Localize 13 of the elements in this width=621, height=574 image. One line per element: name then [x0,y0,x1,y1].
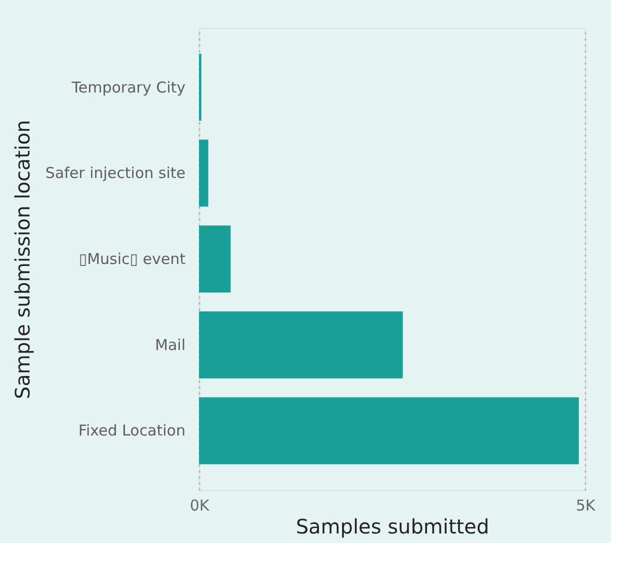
bar [199,397,579,464]
y-tick-label: Fixed Location [78,422,186,440]
x-tick-label: 5K [576,496,596,514]
bar [199,311,403,378]
bar [199,226,231,292]
x-tick-label: 0K [190,496,210,514]
y-axis-title: Sample submission location [10,120,34,400]
x-axis-title: Samples submitted [296,514,490,538]
y-tick-label: ▯Music▯ event [78,250,186,268]
y-tick-label: Mail [155,336,186,354]
bar [199,140,208,207]
y-tick-label: Safer injection site [45,164,186,182]
y-tick-label: Temporary City [70,78,186,96]
